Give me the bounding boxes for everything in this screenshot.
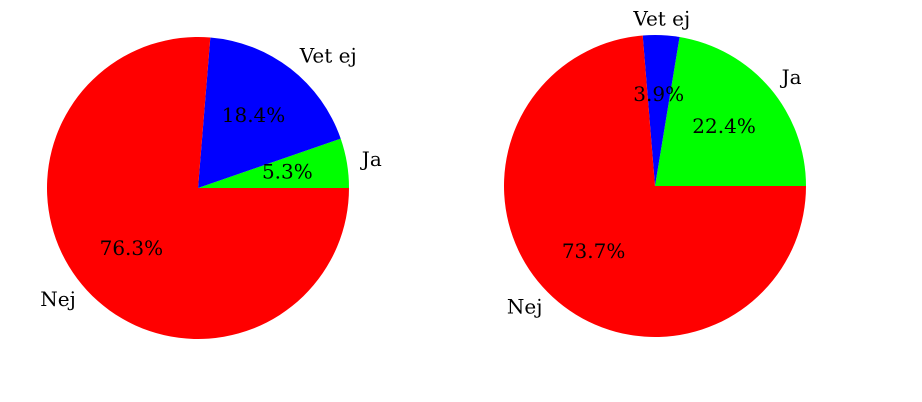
pie-1-pct-vet-ej: 18.4% — [222, 103, 286, 127]
pie-1-pct-ja: 5.3% — [262, 159, 313, 183]
pie-2-label-nej: Nej — [507, 295, 543, 319]
pie-1-pct-nej: 76.3% — [100, 236, 164, 260]
pie-1-slice-vet-ej — [198, 37, 341, 188]
pie-2-slice-ja — [655, 37, 806, 186]
pie-2-slice-vet-ej — [642, 35, 680, 187]
pie-2-pct-nej: 73.7% — [562, 239, 626, 263]
pie-1-label-ja: Ja — [360, 147, 382, 171]
pie-2-pct-vet-ej: 3.9% — [633, 82, 684, 106]
pie-2-label-ja: Ja — [780, 65, 802, 89]
pie-2-pct-ja: 22.4% — [692, 114, 756, 138]
pie-1-slice-ja — [198, 138, 349, 188]
pie-2-label-vet-ej: Vet ej — [632, 7, 690, 31]
pie-chart-2: Ja Vet ej Nej 22.4% 3.9% 73.7% — [503, 7, 806, 338]
pie-chart-1: Ja Vet ej Nej 5.3% 18.4% 76.3% — [40, 37, 382, 339]
pie-1-label-vet-ej: Vet ej — [299, 43, 357, 67]
pie-1-slice-nej — [47, 37, 350, 339]
pie-1-label-nej: Nej — [40, 287, 76, 311]
pie-2-slice-nej — [503, 35, 806, 338]
